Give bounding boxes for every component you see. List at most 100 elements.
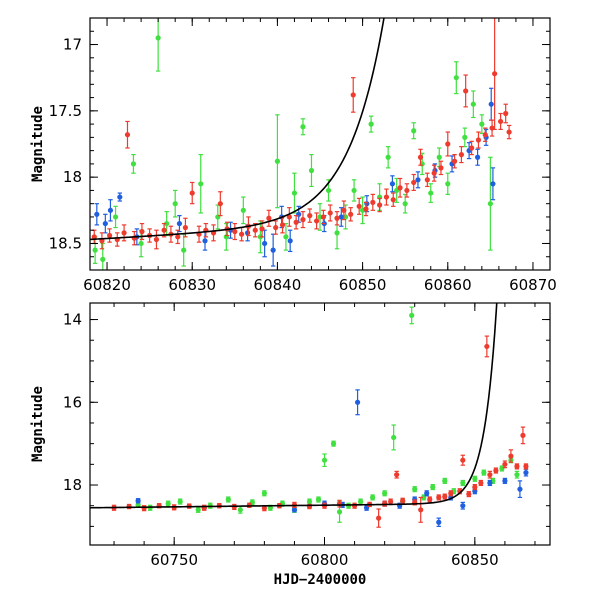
top-red-point [445, 131, 451, 157]
top-red-point [175, 229, 181, 245]
top-green-point [470, 90, 476, 119]
top-green-point [453, 61, 459, 95]
top-red-point [114, 232, 120, 247]
bottom-green-point [165, 500, 171, 507]
top-red-point [438, 160, 444, 176]
top-green-point [274, 114, 281, 209]
top-red-point [232, 222, 238, 241]
top-red-point [266, 209, 272, 227]
top-red-point [300, 211, 306, 229]
top-green-point [92, 236, 98, 264]
bottom-green-point [481, 469, 487, 476]
bottom-y-tick-label: 18 [63, 476, 82, 494]
top-y-tick-label: 18.5 [49, 234, 82, 252]
top-red-point [153, 229, 160, 250]
top-red-point [334, 211, 340, 226]
top-green-point [198, 154, 204, 214]
bottom-blue-point [523, 468, 529, 477]
top-red-point [196, 225, 202, 243]
bottom-red-point [394, 470, 400, 479]
top-red-point [239, 226, 245, 242]
bottom-green-point [195, 506, 201, 513]
bottom-green-point [430, 484, 436, 491]
top-green-point [436, 147, 442, 168]
bottom-green-point [370, 494, 376, 501]
top-red-point [492, 18, 498, 131]
bottom-red-point [460, 454, 466, 466]
top-y-axis-label: Magnitude [30, 106, 46, 182]
top-red-point [469, 140, 475, 156]
top-red-point [424, 172, 430, 188]
bottom-green-point [382, 490, 388, 497]
top-red-point [497, 112, 504, 131]
bottom-green-point [330, 440, 337, 447]
top-red-point [363, 201, 369, 217]
bottom-blue-point [436, 517, 442, 527]
top-red-point [273, 220, 279, 235]
bottom-green-point [460, 479, 466, 487]
top-red-point [383, 188, 390, 206]
bottom-red-point [436, 494, 442, 501]
top-red-point [341, 200, 347, 221]
bottom-blue-point [487, 479, 493, 487]
top-panel: 60820 60830 60840 60850 60860 60870 17 17.5 18 18… [30, 17, 557, 294]
top-model-curve [90, 18, 385, 241]
top-blue-point [389, 175, 396, 193]
top-green-point [462, 127, 468, 148]
bottom-red-point [478, 479, 484, 487]
top-y-tick-label: 18 [63, 168, 82, 186]
top-red-point [124, 120, 131, 149]
top-x-tick-label: 60830 [168, 276, 216, 294]
bottom-blue-point [135, 498, 141, 504]
top-green-point [300, 118, 306, 136]
bottom-plot-frame [89, 302, 551, 546]
top-blue-point [483, 128, 489, 146]
bottom-blue-point [460, 501, 466, 510]
bottom-red-point [502, 460, 508, 469]
bottom-red-point [427, 496, 433, 503]
bottom-x-tick-label: 60800 [301, 551, 349, 569]
top-green-point [138, 229, 144, 258]
top-blue-point [107, 199, 114, 222]
bottom-green-point [237, 505, 243, 514]
bottom-x-tick-label: 60750 [150, 551, 198, 569]
top-red-point [451, 154, 458, 169]
bottom-red-point [472, 484, 478, 491]
bottom-red-point [418, 496, 424, 523]
bottom-red-point [388, 498, 394, 505]
top-green-point [240, 196, 246, 225]
bottom-blue-point [517, 480, 523, 499]
top-green-point [428, 183, 434, 203]
bottom-red-point [466, 491, 472, 498]
top-green-point [487, 156, 493, 251]
top-data-points [91, 18, 512, 270]
top-red-point [475, 131, 482, 149]
bottom-green-point [261, 490, 267, 497]
top-green-point [308, 154, 315, 188]
top-y-tick-label: 17 [63, 36, 82, 54]
top-blue-point [415, 171, 421, 189]
bottom-y-tick-label: 14 [63, 311, 82, 329]
bottom-red-point [484, 335, 490, 358]
top-green-point [112, 205, 119, 229]
top-plot-frame [89, 17, 551, 271]
bottom-green-point [315, 496, 322, 503]
top-red-point [286, 207, 292, 227]
bottom-model-curve [90, 303, 498, 509]
top-red-point [350, 77, 356, 113]
bottom-green-point [225, 496, 231, 503]
bottom-red-point [493, 467, 499, 474]
top-green-point [445, 172, 451, 195]
x-axis-label: HJD−2400000 [274, 572, 367, 588]
bottom-red-point [382, 500, 388, 507]
bottom-blue-point [502, 477, 508, 484]
top-red-point [463, 74, 469, 108]
top-red-point [397, 177, 403, 198]
top-green-point [130, 154, 137, 174]
top-red-point [131, 230, 137, 246]
bottom-blue-point [354, 389, 361, 416]
top-red-point [189, 181, 195, 205]
top-red-point [348, 207, 354, 222]
bottom-green-point [321, 453, 328, 468]
